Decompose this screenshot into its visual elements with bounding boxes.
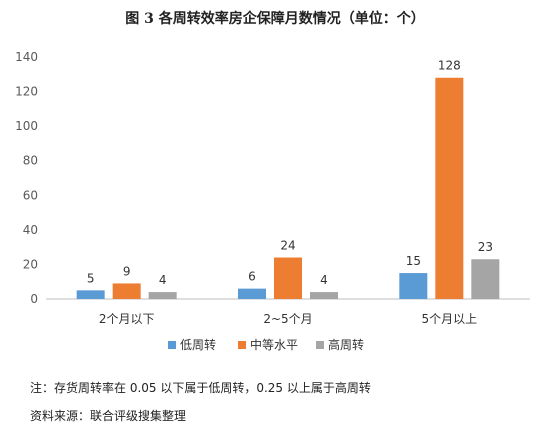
data-label: 9 (123, 264, 131, 278)
data-label: 128 (438, 59, 461, 73)
legend-label: 低周转 (180, 337, 216, 352)
bars (76, 77, 500, 299)
footnote: 注：存货周转率在 0.05 以下属于低周转，0.25 以上属于高周转 (30, 381, 371, 395)
data-label: 23 (478, 240, 493, 254)
source-note: 资料来源：联合评级搜集整理 (30, 409, 187, 423)
legend-label: 高周转 (328, 337, 364, 352)
data-label: 15 (406, 254, 421, 268)
x-tick-label: 5个月以上 (422, 312, 478, 326)
x-axis-labels: 2个月以下 2~5个月 5个月以上 (99, 312, 477, 326)
bar (76, 290, 105, 299)
data-label: 4 (320, 273, 328, 287)
y-tick-label: 140 (15, 50, 38, 64)
data-label: 4 (159, 273, 167, 287)
bar (148, 292, 177, 299)
data-label: 6 (248, 270, 256, 284)
y-tick-label: 0 (30, 292, 38, 306)
bar (274, 257, 302, 299)
x-tick-label: 2个月以下 (99, 312, 155, 326)
y-tick-label: 80 (23, 154, 38, 168)
chart-title: 图 3 各周转效率房企保障月数情况（单位：个） (125, 11, 425, 27)
y-tick-label: 20 (23, 257, 38, 271)
legend-swatch (238, 341, 246, 349)
data-label: 5 (87, 271, 95, 285)
data-label: 24 (280, 239, 295, 253)
bar (238, 288, 266, 299)
y-tick-label: 120 (15, 85, 38, 99)
y-tick-label: 40 (23, 223, 38, 237)
bar (310, 292, 338, 299)
legend-label: 中等水平 (250, 337, 298, 352)
bar (399, 273, 428, 299)
bar (435, 77, 464, 299)
legend: 低周转 中等水平 高周转 (168, 337, 364, 352)
legend-swatch (316, 341, 324, 349)
bar (112, 283, 141, 299)
x-tick-label: 2~5个月 (263, 312, 312, 326)
data-labels: 5 9 4 6 24 4 15 128 23 (87, 59, 493, 287)
y-tick-label: 60 (23, 188, 38, 202)
y-tick-label: 100 (15, 119, 38, 133)
y-axis-labels: 0 20 40 60 80 100 120 140 (15, 50, 38, 306)
bar (471, 259, 500, 299)
legend-swatch (168, 341, 176, 349)
